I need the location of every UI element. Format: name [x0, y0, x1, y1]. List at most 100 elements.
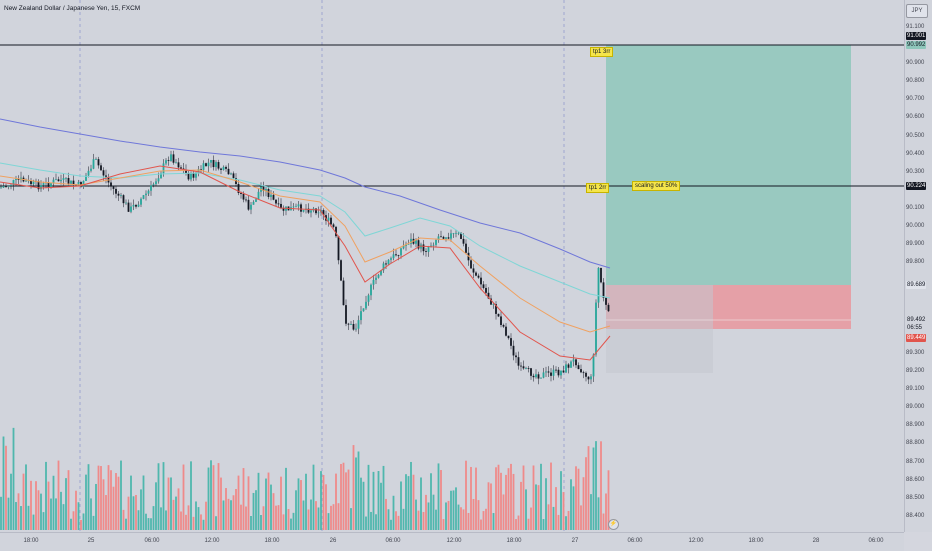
candle-body [265, 188, 267, 191]
volume-bar [40, 493, 42, 530]
price-chart[interactable] [0, 0, 904, 532]
volume-bar [557, 514, 560, 530]
volume-bar [540, 463, 542, 530]
candle-body [392, 254, 395, 259]
volume-bar [272, 493, 275, 530]
lightning-icon[interactable]: ⚡ [608, 519, 619, 530]
volume-bar [527, 518, 530, 530]
candle-body [42, 183, 45, 186]
volume-bar [360, 477, 362, 530]
candle-body [270, 194, 272, 197]
scaling-out-label[interactable]: scaling out 50% [632, 181, 681, 191]
candle-body [205, 163, 207, 167]
candle-body [232, 173, 235, 179]
candle-body [597, 267, 600, 303]
volume-bar [415, 499, 417, 530]
chart-pane[interactable]: New Zealand Dollar / Japanese Yen, 15, F… [0, 0, 904, 532]
price-axis[interactable] [904, 0, 932, 532]
volume-bar [500, 472, 502, 530]
candle-body [275, 199, 277, 204]
volume-bar [27, 505, 30, 530]
volume-bar [242, 468, 245, 530]
price-tick: 90.700 [906, 96, 925, 102]
volume-bar [590, 494, 592, 530]
candle-body [600, 267, 602, 283]
candle-body [375, 277, 377, 280]
candle-body [567, 364, 570, 368]
candle-body [110, 182, 112, 187]
tp1-3rr-label[interactable]: tp1 3rr [590, 47, 614, 57]
volume-bar [372, 471, 375, 530]
candle-body [522, 366, 525, 369]
candle-body [220, 168, 222, 170]
candle-body [47, 182, 50, 187]
volume-bar [525, 489, 527, 530]
volume-bar [492, 513, 495, 530]
volume-bar [495, 467, 497, 530]
volume-bar [92, 515, 95, 530]
volume-bar [570, 479, 572, 530]
time-tick: 18:00 [264, 538, 280, 544]
candle-body [590, 376, 592, 380]
volume-bar [117, 476, 120, 530]
candle-body [450, 233, 452, 239]
candle-body [240, 193, 242, 194]
price-tick: 90.600 [906, 114, 925, 120]
price-tick: 88.700 [906, 459, 925, 465]
candle-body [100, 165, 102, 171]
candle-body [140, 198, 142, 205]
volume-bar [237, 475, 240, 530]
volume-bar [312, 464, 315, 530]
price-tick: 90.300 [906, 169, 925, 175]
volume-bar [65, 478, 67, 530]
volume-bar [512, 473, 515, 530]
volume-bar [142, 475, 145, 530]
volume-bar [332, 504, 335, 530]
volume-bar [547, 504, 550, 530]
price-tick: 90.100 [906, 205, 925, 211]
candle-body [460, 232, 462, 239]
candle-body [422, 244, 425, 252]
candle-body [395, 254, 397, 256]
candle-body [65, 177, 67, 179]
volume-bar [582, 477, 585, 530]
volume-bar [137, 510, 140, 530]
candle-body [50, 183, 52, 187]
volume-bar [257, 472, 260, 530]
volume-bar [315, 501, 317, 530]
volume-bar [162, 462, 165, 530]
candle-body [55, 179, 57, 181]
candle-body [120, 195, 122, 196]
volume-bar [230, 500, 232, 530]
candle-body [380, 270, 382, 275]
currency-badge[interactable]: JPY [906, 4, 928, 18]
volume-bar [327, 513, 330, 530]
volume-bar [320, 471, 322, 530]
time-axis[interactable] [0, 532, 904, 551]
volume-bar [165, 510, 167, 530]
candle-body [70, 180, 72, 184]
volume-bar [152, 506, 155, 530]
candle-body [592, 354, 595, 377]
candle-body [360, 311, 362, 321]
candle-body [87, 170, 90, 176]
volume-bar [400, 481, 402, 530]
volume-bar [365, 516, 367, 530]
volume-bar [420, 477, 422, 530]
volume-bar [87, 464, 90, 530]
volume-bar [222, 500, 225, 530]
profit-target-zone[interactable] [606, 45, 851, 285]
candle-body [12, 180, 15, 185]
volume-bar [532, 465, 535, 530]
price-tick: 88.600 [906, 477, 925, 483]
volume-bar [35, 481, 37, 530]
symbol-title[interactable]: New Zealand Dollar / Japanese Yen, 15, F… [4, 5, 141, 12]
price-tick: 88.500 [906, 495, 925, 501]
tp1-2rr-label[interactable]: tp1 2rr [586, 183, 610, 193]
candle-body [440, 236, 442, 238]
candle-body [40, 185, 42, 190]
target-2rr-price-label: 90.224 [906, 182, 927, 190]
candle-body [185, 169, 187, 173]
candle-body [552, 369, 555, 376]
candlestick-series [0, 150, 610, 385]
